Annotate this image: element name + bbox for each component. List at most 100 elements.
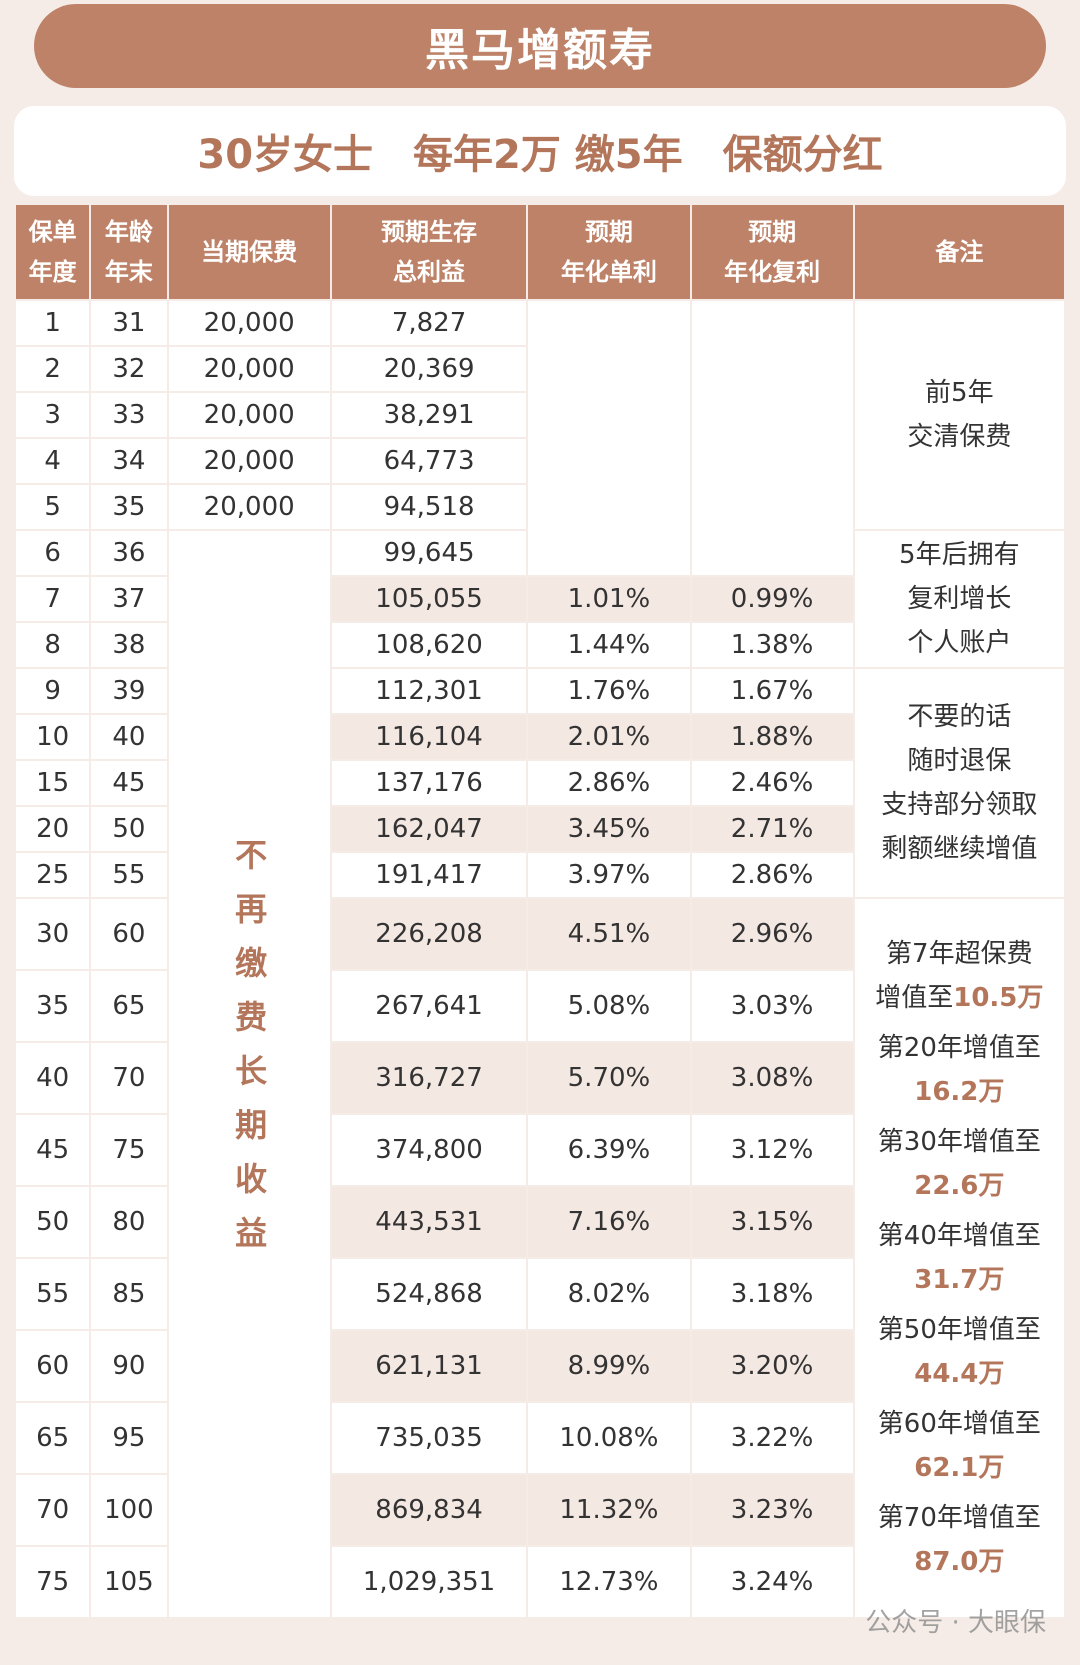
vertical-note: 长期收益 bbox=[230, 1054, 269, 1270]
note-line: 前5年 bbox=[925, 378, 994, 408]
table-row: 70 100 869,834 11.32% 3.23% bbox=[16, 1475, 1064, 1545]
simple-rate-cell: 5.08% bbox=[528, 971, 690, 1041]
age-cell: 100 bbox=[91, 1475, 167, 1545]
age-cell: 40 bbox=[91, 715, 167, 759]
age-cell: 31 bbox=[91, 301, 167, 345]
column-header: 预期 年化复利 bbox=[691, 205, 853, 299]
note-item: 第70年增值至 87.0万 bbox=[855, 1496, 1064, 1584]
age-cell: 38 bbox=[91, 623, 167, 667]
simple-rate-cell: 1.01% bbox=[528, 577, 690, 621]
year-cell: 25 bbox=[16, 853, 90, 897]
benefit-cell: 226,208 bbox=[331, 899, 527, 969]
premium-notes: 不再缴费 长期收益 bbox=[169, 658, 330, 1490]
year-cell: 30 bbox=[16, 899, 90, 969]
note-text: 第30年增值至 bbox=[877, 1127, 1041, 1157]
table-row: 6 36 不再缴费 长期收益 99,645 5年后拥有 复利增长 个人账户 bbox=[16, 531, 1064, 1617]
simple-rate-cell: 8.99% bbox=[528, 1331, 690, 1401]
age-cell: 36 bbox=[91, 531, 167, 575]
table-row: 10 40 116,104 2.01% 1.88% bbox=[16, 715, 1064, 759]
premium-cell: 20,000 bbox=[168, 301, 330, 345]
compound-rate-cell: 3.08% bbox=[691, 1043, 853, 1113]
benefit-cell: 1,029,351 bbox=[331, 1547, 527, 1617]
header-row: 保单 年度 年龄 年末 当期保费 预期生存 总利益 预期 年化单利 预期 年化复利 备注 bbox=[16, 205, 1064, 299]
year-cell: 9 bbox=[16, 669, 90, 713]
empty-cell bbox=[691, 301, 853, 575]
vertical-note: 不再缴费 bbox=[230, 838, 269, 1054]
year-cell: 6 bbox=[16, 531, 90, 575]
compound-rate-cell: 3.23% bbox=[691, 1475, 853, 1545]
year-cell: 35 bbox=[16, 971, 90, 1041]
year-cell: 4 bbox=[16, 439, 90, 483]
column-header: 预期 年化单利 bbox=[528, 205, 690, 299]
age-cell: 35 bbox=[91, 485, 167, 529]
note-text: 第20年增值至 bbox=[877, 1033, 1041, 1063]
note-amount: 16.2万 bbox=[914, 1077, 1005, 1107]
year-cell: 2 bbox=[16, 347, 90, 391]
year-cell: 3 bbox=[16, 393, 90, 437]
table-row: 25 55 191,417 3.97% 2.86% bbox=[16, 853, 1064, 897]
age-cell: 85 bbox=[91, 1259, 167, 1329]
year-cell: 10 bbox=[16, 715, 90, 759]
note-item: 第30年增值至 22.6万 bbox=[855, 1120, 1064, 1208]
table-row: 35 65 267,641 5.08% 3.03% bbox=[16, 971, 1064, 1041]
simple-rate-cell: 10.08% bbox=[528, 1403, 690, 1473]
simple-rate-cell: 8.02% bbox=[528, 1259, 690, 1329]
table-row: 15 45 137,176 2.86% 2.46% bbox=[16, 761, 1064, 805]
compound-rate-cell: 1.38% bbox=[691, 623, 853, 667]
note-item: 第50年增值至 44.4万 bbox=[855, 1308, 1064, 1396]
table-row: 50 80 443,531 7.16% 3.15% bbox=[16, 1187, 1064, 1257]
compound-rate-cell: 3.18% bbox=[691, 1259, 853, 1329]
year-cell: 5 bbox=[16, 485, 90, 529]
compound-rate-cell: 1.88% bbox=[691, 715, 853, 759]
age-cell: 55 bbox=[91, 853, 167, 897]
table-row: 20 50 162,047 3.45% 2.71% bbox=[16, 807, 1064, 851]
compound-rate-cell: 3.15% bbox=[691, 1187, 853, 1257]
benefit-cell: 94,518 bbox=[331, 485, 527, 529]
table-row: 1 31 20,000 7,827 前5年 交清保费 bbox=[16, 301, 1064, 575]
note-line: 复利增长 bbox=[907, 584, 1012, 614]
note-item: 第20年增值至 16.2万 bbox=[855, 1026, 1064, 1114]
age-cell: 34 bbox=[91, 439, 167, 483]
age-cell: 90 bbox=[91, 1331, 167, 1401]
simple-rate-cell: 6.39% bbox=[528, 1115, 690, 1185]
year-cell: 55 bbox=[16, 1259, 90, 1329]
age-cell: 32 bbox=[91, 347, 167, 391]
simple-rate-cell: 2.86% bbox=[528, 761, 690, 805]
table-row: 60 90 621,131 8.99% 3.20% bbox=[16, 1331, 1064, 1401]
compound-rate-cell: 2.71% bbox=[691, 807, 853, 851]
age-cell: 80 bbox=[91, 1187, 167, 1257]
benefit-cell: 162,047 bbox=[331, 807, 527, 851]
age-cell: 37 bbox=[91, 577, 167, 621]
note-text: 第60年增值至 bbox=[877, 1409, 1041, 1439]
empty-cell bbox=[528, 301, 690, 575]
simple-rate-cell: 4.51% bbox=[528, 899, 690, 969]
table-row: 30 60 226,208 4.51% 2.96% 第7年超保费 增值至10.5万 第20年… bbox=[16, 899, 1064, 1617]
benefit-cell: 105,055 bbox=[331, 577, 527, 621]
year-cell: 20 bbox=[16, 807, 90, 851]
subtitle: 30岁女士 每年2万 缴5年 保额分红 bbox=[14, 106, 1066, 196]
column-header: 预期生存 总利益 bbox=[331, 205, 527, 299]
title: 黑马增额寿 bbox=[34, 4, 1046, 88]
note-amount: 31.7万 bbox=[914, 1265, 1005, 1295]
table-row: 5 35 20,000 94,518 bbox=[16, 485, 1064, 529]
year-cell: 40 bbox=[16, 1043, 90, 1113]
note-item: 第60年增值至 62.1万 bbox=[855, 1402, 1064, 1490]
table-row: 3 33 20,000 38,291 bbox=[16, 393, 1064, 437]
simple-rate-cell: 3.45% bbox=[528, 807, 690, 851]
benefit-cell: 621,131 bbox=[331, 1331, 527, 1401]
note-amount: 22.6万 bbox=[914, 1171, 1005, 1201]
table-row: 55 85 524,868 8.02% 3.18% bbox=[16, 1259, 1064, 1329]
note-amount: 87.0万 bbox=[914, 1547, 1005, 1577]
benefit-cell: 267,641 bbox=[331, 971, 527, 1041]
column-header: 当期保费 bbox=[168, 205, 330, 299]
note: 前5年 交清保费 bbox=[855, 371, 1064, 459]
table-row: 2 32 20,000 20,369 bbox=[16, 347, 1064, 391]
note-line: 支持部分领取 bbox=[881, 790, 1038, 820]
table-row: 9 39 112,301 1.76% 1.67% 不要的话 随时退保 支持部分领取 剩额继续增值 bbox=[16, 669, 1064, 897]
premium-cell: 20,000 bbox=[168, 485, 330, 529]
age-cell: 33 bbox=[91, 393, 167, 437]
table-row: 7 37 105,055 1.01% 0.99% bbox=[16, 577, 1064, 621]
year-cell: 45 bbox=[16, 1115, 90, 1185]
simple-rate-cell: 5.70% bbox=[528, 1043, 690, 1113]
